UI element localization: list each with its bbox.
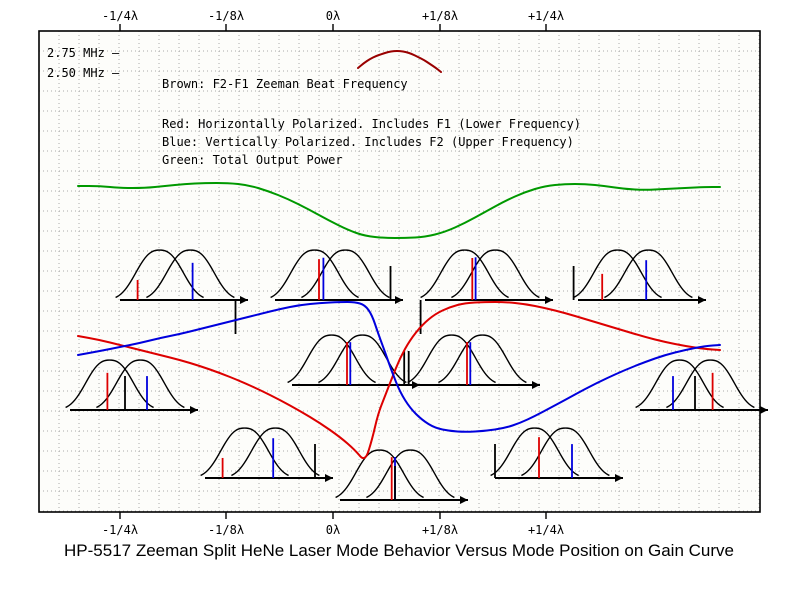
inset-axis-arrow-icon xyxy=(615,474,623,482)
inset-gain-lobe-right xyxy=(366,449,455,499)
legend-entry-3: Green: Total Output Power xyxy=(162,153,343,167)
inset-gain-lobe-right xyxy=(301,249,390,299)
legend-entry-1: Red: Horizontally Polarized. Includes F1… xyxy=(162,117,581,131)
inset-mid-3 xyxy=(407,334,540,389)
inset-upper-4 xyxy=(572,249,706,304)
inset-gain-lobe-left xyxy=(270,249,359,299)
tick-label-top-1: -1/8λ xyxy=(208,9,244,23)
plot-frame xyxy=(38,30,761,513)
inset-axis-arrow-icon xyxy=(240,296,248,304)
inset-gain-lobe-left xyxy=(65,359,154,409)
y-marker-1: 2.50 MHz — xyxy=(47,66,120,80)
inset-gain-lobe-right xyxy=(231,427,320,477)
inset-gain-lobe-right xyxy=(604,249,693,299)
inset-axis-arrow-icon xyxy=(325,474,333,482)
axis-ticks xyxy=(119,24,547,519)
tick-label-top-4: +1/4λ xyxy=(528,9,564,23)
inset-axis-arrow-icon xyxy=(532,381,540,389)
figure-caption: HP-5517 Zeeman Split HeNe Laser Mode Beh… xyxy=(64,541,734,560)
legend-entry-2: Blue: Vertically Polarized. Includes F2 … xyxy=(162,135,574,149)
inset-gain-lobe-left xyxy=(490,427,579,477)
inset-gain-lobe-left xyxy=(407,334,496,384)
inset-mid-2 xyxy=(287,334,420,389)
tick-label-top-2: 0λ xyxy=(326,9,340,23)
inset-upper-3 xyxy=(419,249,553,334)
inset-lower-2 xyxy=(335,449,468,504)
legend-entry-0: Brown: F2-F1 Zeeman Beat Frequency xyxy=(162,77,408,91)
inset-mid-right xyxy=(635,359,768,414)
inset-axis-arrow-icon xyxy=(545,296,553,304)
series-line-brown xyxy=(357,50,442,73)
inset-gain-lobe-right xyxy=(521,427,610,477)
legend: Brown: F2-F1 Zeeman Beat Frequency Red: H… xyxy=(162,77,581,167)
tick-label-bottom-3: +1/8λ xyxy=(422,523,458,537)
plot-border xyxy=(38,30,761,513)
caption-text: HP-5517 Zeeman Split HeNe Laser Mode Beh… xyxy=(64,541,734,560)
y-marker-0: 2.75 MHz — xyxy=(47,46,120,60)
inset-lower-3 xyxy=(490,427,623,482)
inset-gain-lobe-left xyxy=(200,427,289,477)
tick-label-top-0: -1/4λ xyxy=(102,9,138,23)
inset-gain-lobe-left xyxy=(287,334,376,384)
inset-upper-2 xyxy=(270,249,403,304)
inset-gain-lobe-right xyxy=(438,334,527,384)
series-line-green xyxy=(77,182,721,239)
tick-label-bottom-2: 0λ xyxy=(326,523,340,537)
inset-gain-lobe-left xyxy=(115,249,204,299)
inset-axis-arrow-icon xyxy=(190,406,198,414)
tick-label-top-3: +1/8λ xyxy=(422,9,458,23)
inset-gain-lobe-left xyxy=(635,359,724,409)
tick-label-bottom-1: -1/8λ xyxy=(208,523,244,537)
tick-label-bottom-4: +1/4λ xyxy=(528,523,564,537)
inset-gain-lobe-left xyxy=(573,249,662,299)
series-line-red xyxy=(77,301,721,460)
inset-gain-lobe-right xyxy=(146,249,235,299)
inset-axis-arrow-icon xyxy=(395,296,403,304)
inset-gain-lobe-right xyxy=(666,359,755,409)
data-series xyxy=(77,50,721,460)
inset-lower-1 xyxy=(200,427,333,482)
inset-axis-arrow-icon xyxy=(460,496,468,504)
inset-gain-lobe-right xyxy=(96,359,185,409)
inset-gain-lobe-left xyxy=(335,449,424,499)
inset-mid-left xyxy=(65,359,198,414)
axis-tick-labels: -1/4λ -1/8λ 0λ +1/8λ +1/4λ -1/4λ -1/8λ 0λ +1/8λ +… xyxy=(102,9,564,537)
series-line-blue xyxy=(77,301,721,433)
inset-axis-arrow-icon xyxy=(760,406,768,414)
gain-curve-insets xyxy=(65,249,768,504)
inset-axis-arrow-icon xyxy=(698,296,706,304)
inset-upper-1 xyxy=(115,249,248,334)
inset-gain-lobe-left xyxy=(420,249,509,299)
y-axis-markers: 2.75 MHz — 2.50 MHz — xyxy=(47,46,120,80)
inset-gain-lobe-right xyxy=(451,249,540,299)
tick-label-bottom-0: -1/4λ xyxy=(102,523,138,537)
